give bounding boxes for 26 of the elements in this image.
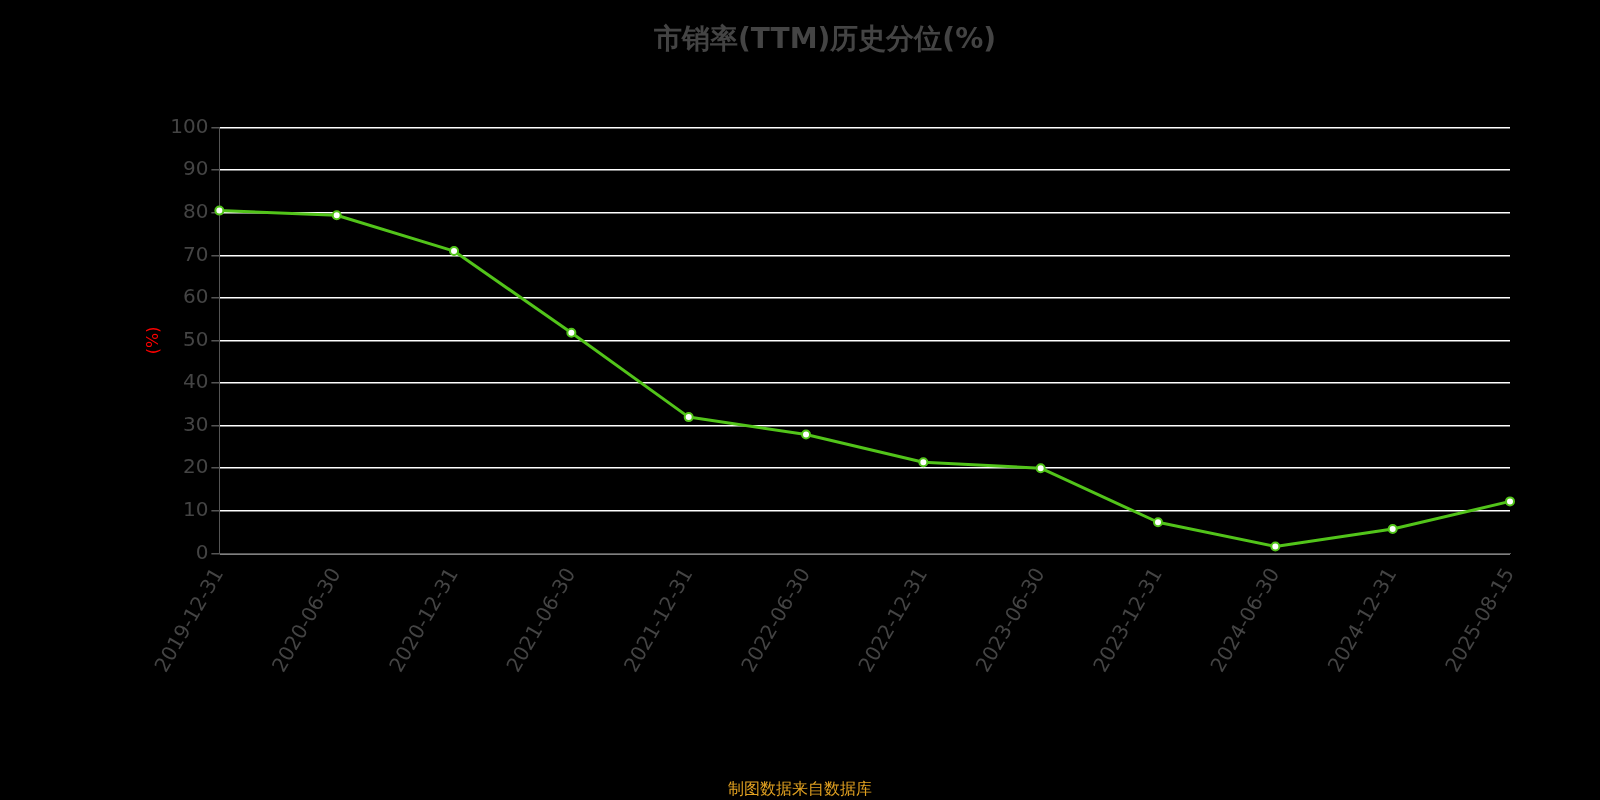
y-axis-title: (%) [142, 326, 162, 355]
point [801, 429, 812, 440]
point [683, 412, 694, 423]
y-tick-label: 100 [170, 113, 209, 138]
point [449, 246, 460, 257]
y-tick-label: 50 [182, 326, 209, 351]
point [918, 457, 929, 468]
point [214, 205, 225, 216]
y-tick-label: 20 [182, 454, 209, 479]
y-tick-label: 90 [182, 156, 209, 181]
y-tick-label: 80 [182, 198, 209, 223]
y-tick-label: 0 [195, 539, 209, 564]
point [331, 210, 342, 221]
point [1387, 524, 1398, 535]
point [1153, 517, 1164, 528]
text: 制图数据来自数据库 [728, 779, 872, 799]
y-tick-label: 30 [182, 411, 209, 436]
point [1270, 541, 1281, 552]
y-tick-label: 10 [182, 496, 209, 521]
chart-title: 市销率(TTM)历史分位(%) [653, 22, 996, 56]
y-tick-label: 60 [182, 284, 209, 309]
y-tick-label: 70 [182, 241, 209, 266]
y-tick-label: 40 [182, 369, 209, 394]
point [1035, 463, 1046, 474]
point [1505, 496, 1515, 507]
point [566, 327, 577, 338]
